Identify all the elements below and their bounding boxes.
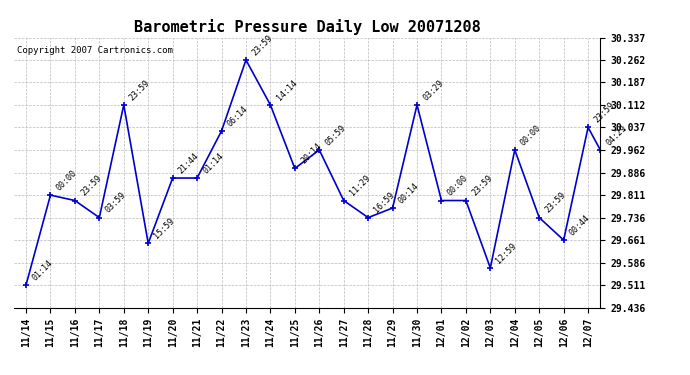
- Text: 23:59: 23:59: [592, 100, 616, 124]
- Text: 00:00: 00:00: [446, 174, 470, 198]
- Text: 23:59: 23:59: [79, 174, 103, 198]
- Text: 20:14: 20:14: [299, 142, 323, 166]
- Text: 15:59: 15:59: [152, 216, 177, 241]
- Text: 01:14: 01:14: [201, 151, 226, 175]
- Text: 23:59: 23:59: [250, 33, 274, 57]
- Title: Barometric Pressure Daily Low 20071208: Barometric Pressure Daily Low 20071208: [134, 19, 480, 35]
- Text: 14:14: 14:14: [275, 78, 299, 102]
- Text: 06:14: 06:14: [226, 104, 250, 128]
- Text: 00:14: 00:14: [397, 181, 421, 205]
- Text: 12:59: 12:59: [495, 241, 519, 265]
- Text: 03:59: 03:59: [104, 191, 128, 215]
- Text: 11:29: 11:29: [348, 174, 372, 198]
- Text: 00:44: 00:44: [568, 213, 592, 237]
- Text: 05:59: 05:59: [324, 123, 348, 147]
- Text: 00:00: 00:00: [519, 123, 543, 147]
- Text: 16:59: 16:59: [373, 191, 396, 215]
- Text: 01:14: 01:14: [30, 258, 55, 282]
- Text: 23:59: 23:59: [470, 174, 494, 198]
- Text: 23:59: 23:59: [128, 78, 152, 102]
- Text: 04:29: 04:29: [604, 123, 629, 147]
- Text: 23:59: 23:59: [543, 191, 567, 215]
- Text: 21:44: 21:44: [177, 151, 201, 175]
- Text: 00:00: 00:00: [55, 168, 79, 192]
- Text: 03:29: 03:29: [421, 78, 445, 102]
- Text: Copyright 2007 Cartronics.com: Copyright 2007 Cartronics.com: [17, 46, 172, 55]
